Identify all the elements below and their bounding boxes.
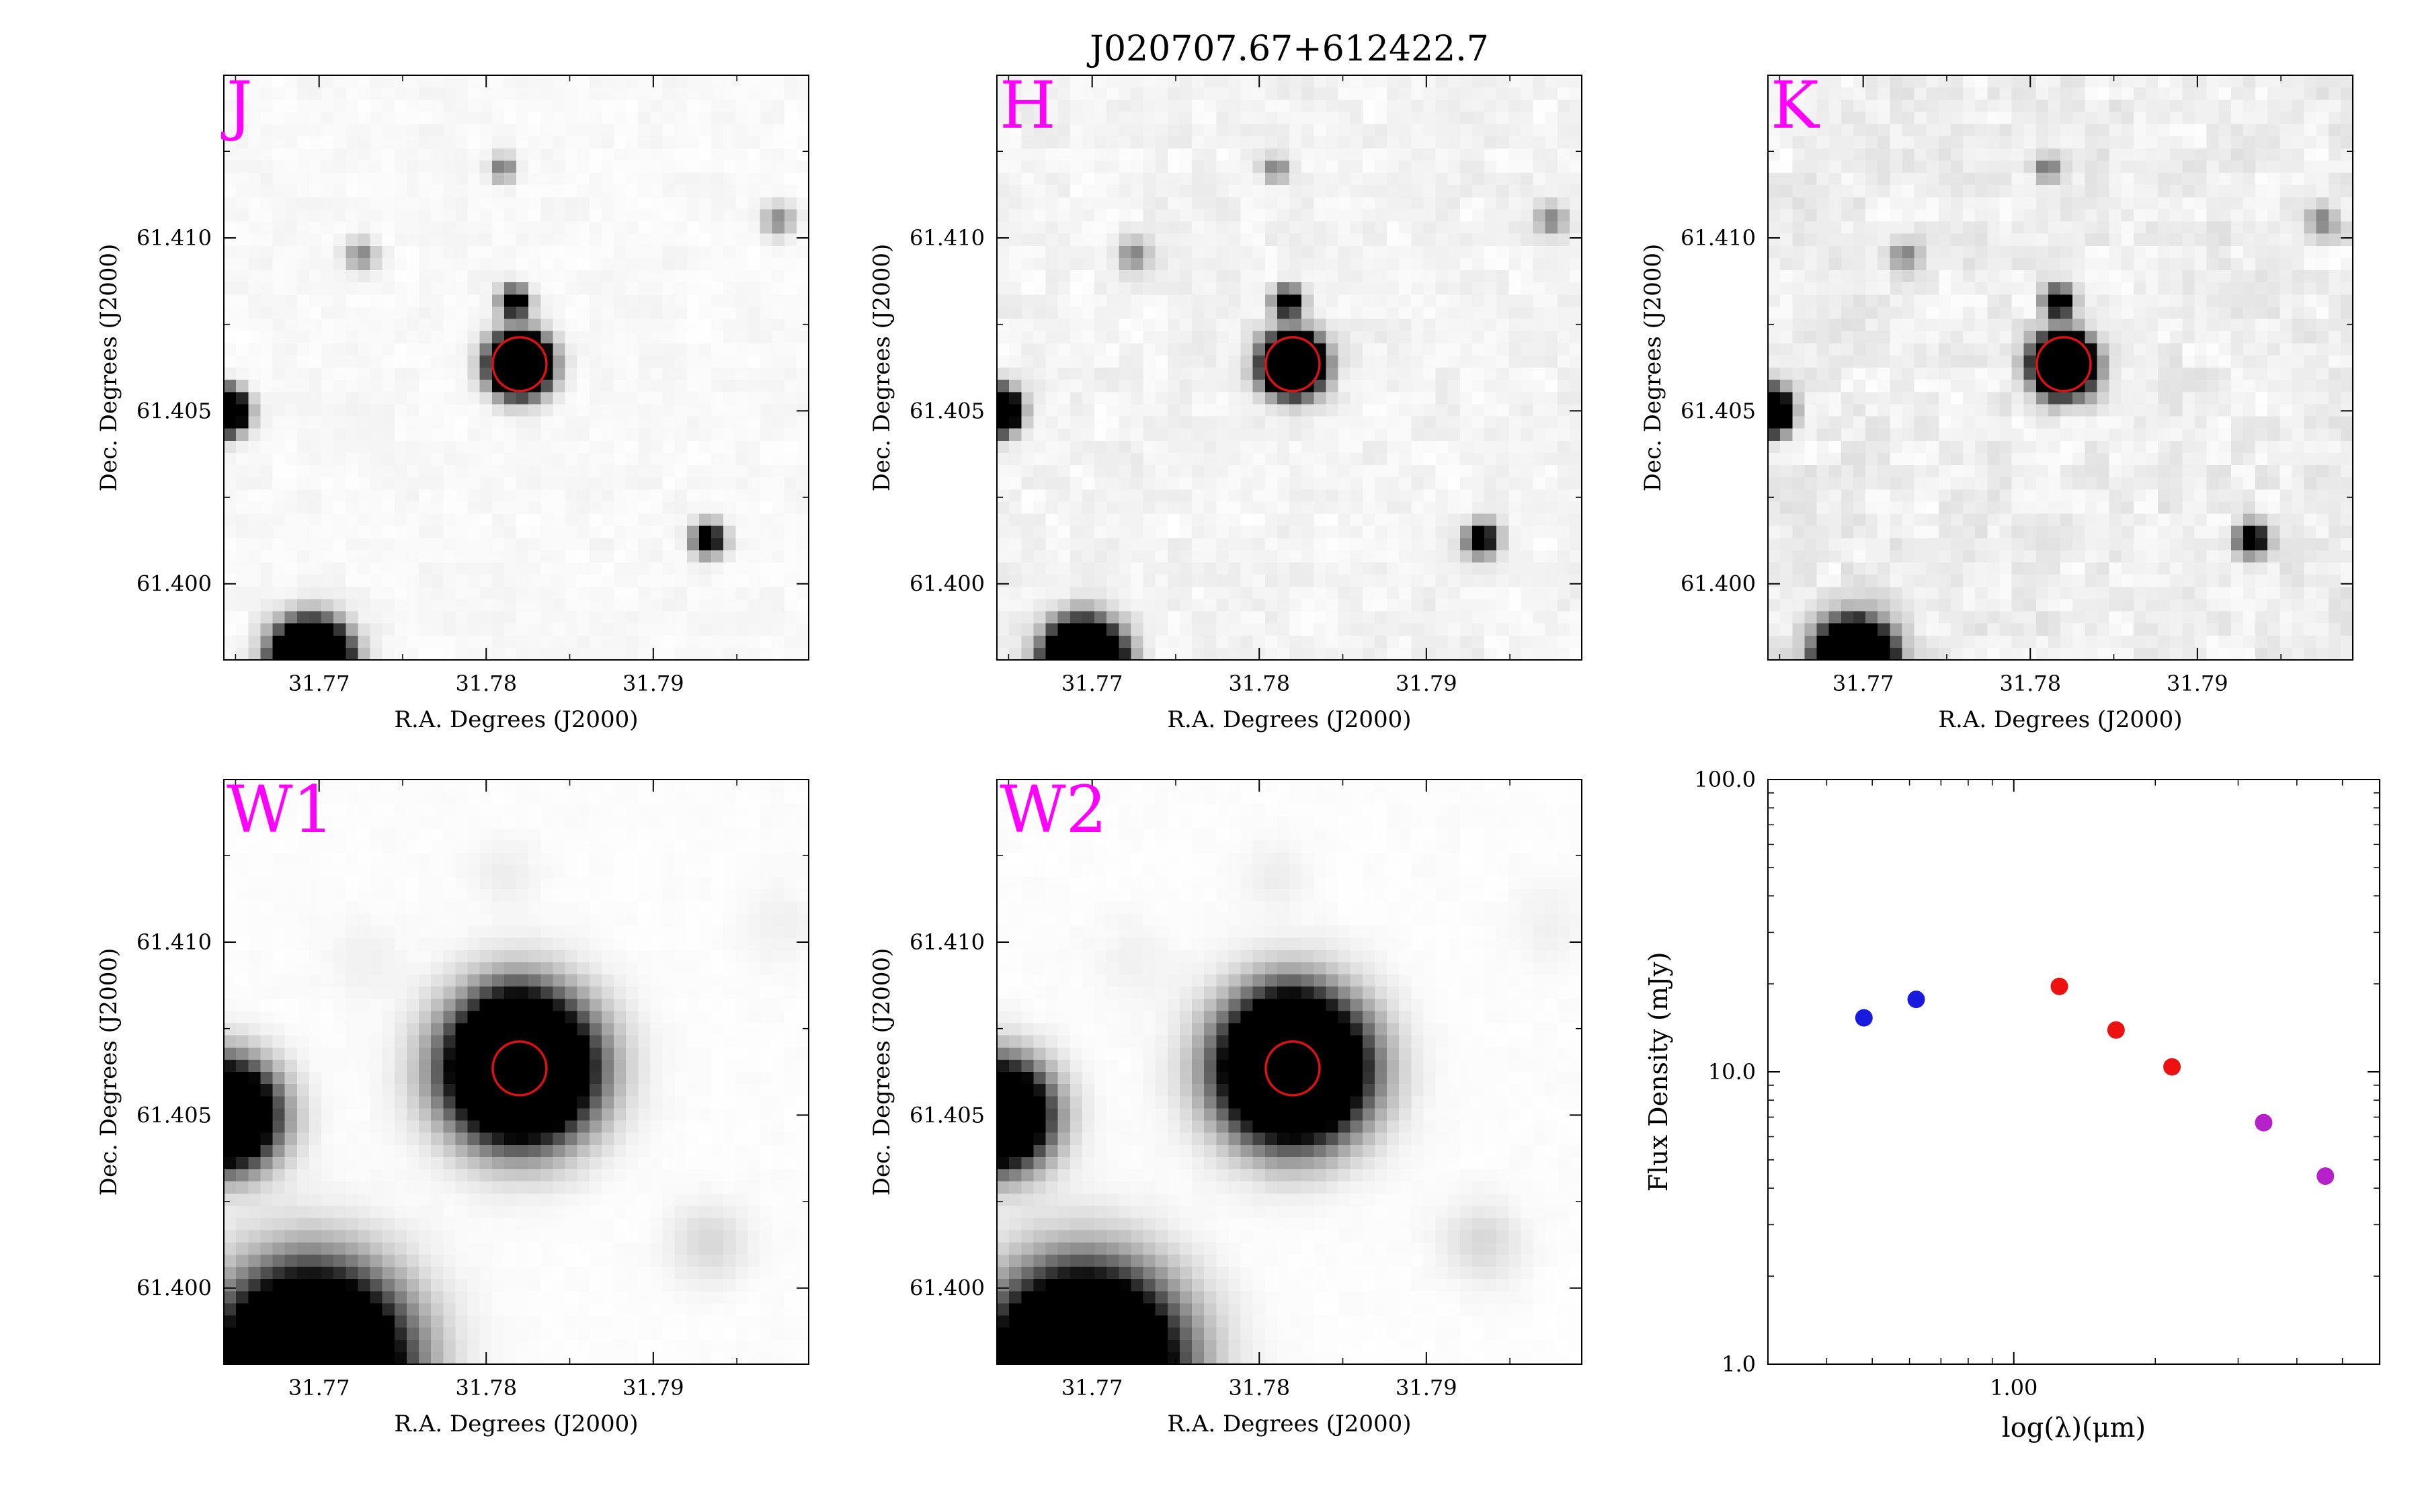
x-axis-label: R.A. Degrees (J2000) [394,706,638,733]
aperture-circle [2035,336,2092,392]
x-tick-label: 31.79 [622,1375,684,1400]
panel-frame [1767,75,2353,661]
sed-point [2050,977,2068,995]
band-label: W2 [1000,772,1107,847]
y-tick-label: 61.410 [136,929,212,955]
y-tick-label: 61.405 [1681,398,1756,423]
image-panels: 31.77 31.78 31.79 61.410 61.405 61.400 R.A. De… [95,68,2353,1437]
y-tick-label: 10.0 [1708,1059,1756,1085]
y-tick-label: 61.405 [910,1102,985,1128]
y-tick-label: 61.405 [910,398,985,423]
x-tick-label: 1.00 [1990,1375,2038,1400]
x-tick-label: 31.78 [1228,671,1290,696]
cutout-image [224,780,809,1364]
panel-frame [223,75,809,661]
y-axis-label: Dec. Degrees (J2000) [869,244,895,492]
y-tick-label: 61.400 [1681,571,1756,597]
sed-point [2107,1021,2125,1039]
panel-frame [223,779,809,1365]
sed-frame [1767,779,2380,1365]
x-tick-label: 31.79 [1396,671,1457,696]
x-tick-label: 31.78 [455,671,517,696]
panel-j: 31.77 31.78 31.79 61.410 61.405 61.400 R.A. De… [95,68,809,733]
y-axis-label: Dec. Degrees (J2000) [95,948,122,1196]
sed-point [2316,1167,2335,1185]
x-tick-label: 31.77 [1061,1375,1123,1400]
y-tick-label: 100.0 [1694,767,1756,792]
aperture-circle [491,336,548,392]
sed-point [1855,1009,1873,1027]
aperture-circle [1264,1040,1321,1097]
y-tick-label: 61.405 [136,1102,212,1128]
y-axis-label: Dec. Degrees (J2000) [1640,244,1666,492]
aperture-circle [491,1040,548,1097]
x-tick-label: 31.78 [1228,1375,1290,1400]
x-axis-label: R.A. Degrees (J2000) [1938,706,2182,733]
y-axis-label: Dec. Degrees (J2000) [95,244,122,492]
x-tick-label: 31.79 [2167,671,2228,696]
y-tick-label: 61.400 [910,571,985,597]
cutout-image [1768,75,2353,660]
y-tick-label: 61.410 [1681,225,1756,251]
y-tick-label: 61.410 [910,929,985,955]
x-tick-label: 31.77 [288,671,350,696]
sed-plot: 1.0 10.0 100.0 1.00 log(λ)(μm) Flux Density (… [1644,767,2380,1443]
x-tick-label: 31.78 [1999,671,2061,696]
panel-frame [996,779,1582,1365]
y-axis-label: Flux Density (mJy) [1644,952,1673,1192]
sed-point [1907,991,1925,1009]
sed-point [2163,1058,2181,1076]
x-axis-label: R.A. Degrees (J2000) [1167,1411,1411,1437]
cutout-image [224,75,809,660]
cutout-image [997,780,1582,1364]
y-axis-label: Dec. Degrees (J2000) [869,948,895,1196]
x-tick-label: 31.78 [455,1375,517,1400]
sed-point [2255,1114,2273,1132]
panel-h: 31.77 31.78 31.79 61.410 61.405 61.400 R.A. De… [869,68,1582,733]
cutout-image [997,75,1582,660]
x-tick-label: 31.79 [622,671,684,696]
figure-title: J020707.67+612422.7 [1086,29,1489,69]
panel-frame [996,75,1582,661]
x-tick-label: 31.79 [1396,1375,1457,1400]
y-tick-label: 61.410 [136,225,212,251]
x-axis-label: R.A. Degrees (J2000) [394,1411,638,1437]
panel-w1: 31.77 31.78 31.79 61.410 61.405 61.400 R.A. De… [95,772,809,1437]
x-tick-label: 31.77 [288,1375,350,1400]
panel-w2: 31.77 31.78 31.79 61.410 61.405 61.400 R.A. De… [869,772,1582,1437]
x-axis-label: R.A. Degrees (J2000) [1167,706,1411,733]
y-tick-label: 61.410 [910,225,985,251]
band-label: K [1771,68,1820,143]
panel-k: 31.77 31.78 31.79 61.410 61.405 61.400 R.A. De… [1640,68,2353,733]
y-tick-label: 61.400 [136,571,212,597]
y-tick-label: 1.0 [1722,1351,1756,1377]
y-tick-label: 61.400 [910,1275,985,1301]
band-label: W1 [227,772,334,847]
aperture-circle [1264,336,1321,392]
x-tick-label: 31.77 [1061,671,1123,696]
x-tick-label: 31.77 [1832,671,1894,696]
band-label: H [1000,68,1056,143]
y-tick-label: 61.400 [136,1275,212,1301]
x-axis-label: log(λ)(μm) [2002,1413,2146,1443]
y-tick-label: 61.405 [136,398,212,423]
